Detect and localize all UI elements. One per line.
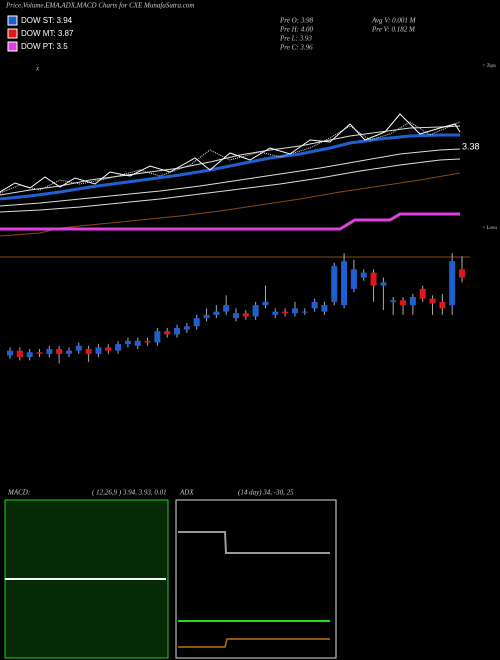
candle-body [36, 352, 43, 354]
minus-di-line [178, 638, 330, 648]
candle-body [291, 308, 298, 314]
marker: x [35, 65, 40, 73]
candle-body [262, 301, 269, 306]
adx-line [178, 531, 330, 554]
legend-entry: DOW ST: 3.94 [21, 16, 73, 25]
candle-body [439, 301, 446, 309]
candle-body [311, 301, 318, 309]
candle-body [429, 298, 436, 304]
legend-entry: DOW MT: 3.87 [21, 29, 74, 38]
stat: Pre L: 3.93 [279, 35, 312, 43]
candle-body [46, 349, 53, 354]
candle-body [174, 327, 181, 335]
legend-swatch [7, 41, 18, 52]
candle-body [272, 311, 279, 315]
chart-title: Price,Volume,EMA,ADX,MACD Charts for CXE… [5, 2, 194, 10]
macd-label: MACD: [7, 489, 30, 497]
candle-body [75, 345, 82, 351]
candle-body [115, 344, 122, 351]
legend-swatch [7, 28, 18, 39]
candle-body [242, 313, 249, 317]
candle-body [360, 272, 367, 278]
candle-body [252, 305, 259, 317]
candle-body [233, 313, 239, 319]
stat: Pre C: 3.96 [279, 44, 313, 52]
candle-body [341, 261, 348, 306]
adx-panel [175, 499, 337, 659]
candle-body [144, 340, 151, 343]
candle-body [164, 331, 171, 335]
level-label: 3.38 [462, 141, 480, 151]
stat: Pre H: 4.00 [279, 26, 313, 34]
lows-label: < Lows [482, 226, 497, 231]
candle-body [370, 272, 377, 286]
candle-body [459, 269, 465, 278]
candle-body [134, 340, 141, 346]
macd-params: ( 12,26,9 ) 3.94, 3.93, 0.01 [92, 489, 167, 497]
candle-body [409, 297, 416, 306]
candle-body [124, 340, 131, 345]
adx-label: ADX [179, 489, 194, 497]
candle-body [213, 311, 220, 315]
candle-body [26, 352, 33, 358]
candle-body [56, 349, 63, 354]
candle-body [85, 349, 92, 354]
candle-body [7, 350, 13, 356]
candle-body [331, 266, 338, 302]
candle-body [449, 261, 456, 306]
candle-body [183, 326, 190, 330]
candle-body [400, 300, 407, 306]
candle-body [105, 347, 112, 351]
candle-body [380, 282, 387, 286]
tops-label: < Tops [482, 64, 496, 69]
candle-body [95, 347, 102, 354]
stat: Avg V: 0.001 M [371, 17, 417, 25]
ema-lines [0, 113, 470, 258]
candle-body [16, 350, 23, 358]
stat: Pre V: 0.182 M [371, 26, 416, 34]
candle-body [390, 300, 397, 302]
candle-body [154, 331, 161, 343]
candle-body [65, 350, 72, 354]
legend-entry: DOW PT: 3.5 [21, 42, 68, 51]
candle-body [350, 269, 357, 289]
adx-params: (14 day) 34, -30, 25 [238, 489, 294, 497]
candle-body [321, 305, 328, 312]
candle-body [282, 311, 289, 314]
candle-body [203, 314, 210, 319]
candle-body [193, 318, 200, 327]
markers: x [35, 65, 40, 73]
stat: Pre O: 3.98 [279, 17, 313, 25]
legend-swatch [7, 15, 18, 26]
candle-body [419, 288, 426, 299]
candle-body [223, 305, 230, 312]
candle-body [301, 311, 308, 313]
